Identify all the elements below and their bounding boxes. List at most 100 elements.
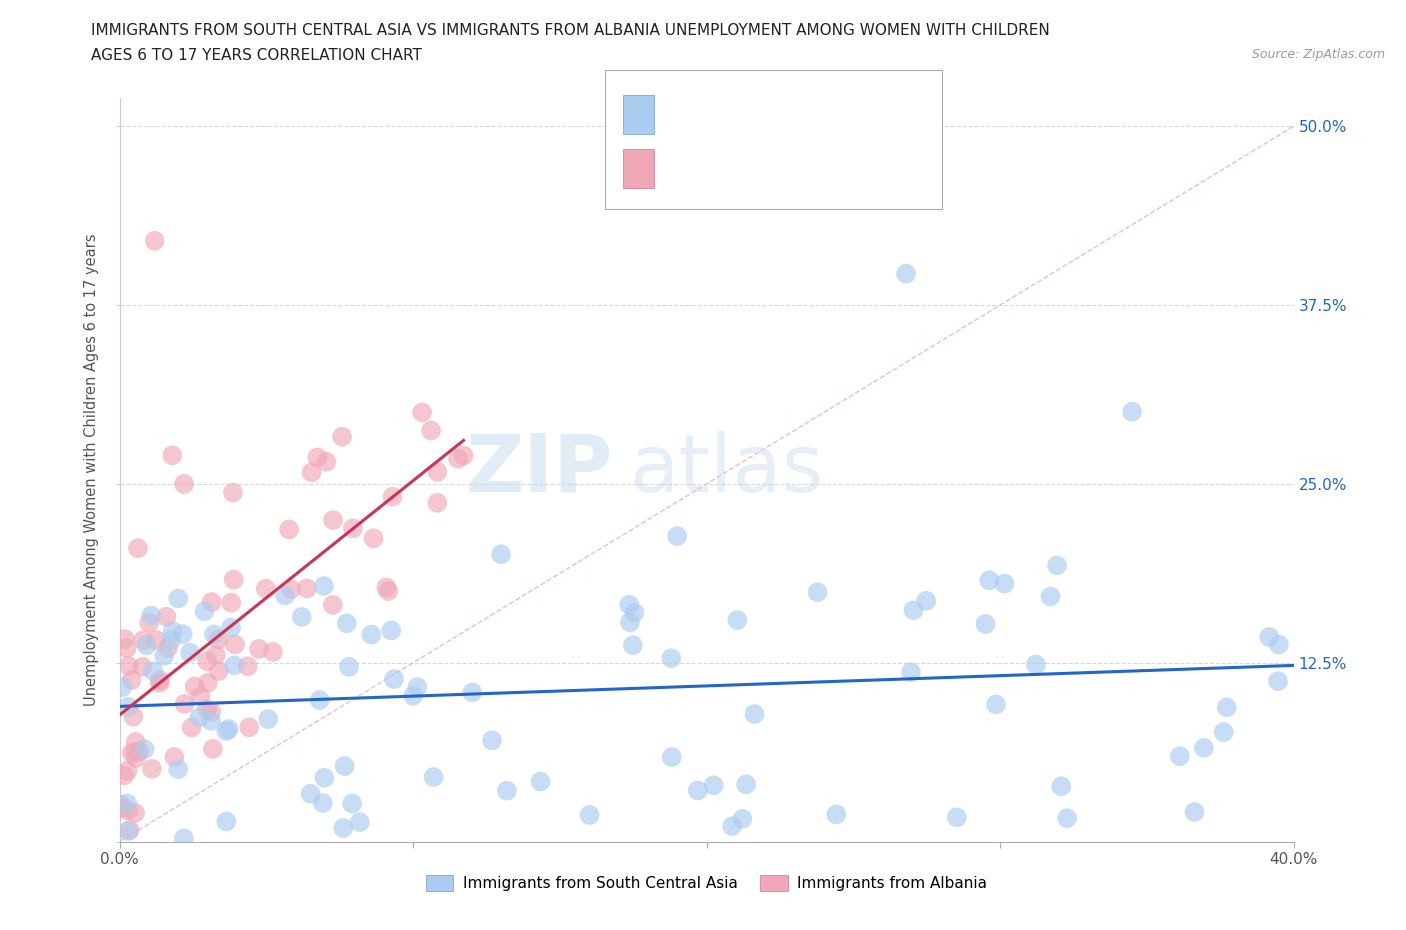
Point [155,609,177,624]
Point [183,679,205,694]
Point [236,658,259,673]
Point [806,585,828,600]
Point [332,820,354,835]
Point [903,603,925,618]
Point [461,684,484,699]
Point [128,744,150,759]
Point [114,631,136,646]
Point [621,638,644,653]
Point [202,627,225,642]
Point [900,665,922,680]
Point [200,713,222,728]
Point [121,672,143,687]
Point [135,638,157,653]
Point [725,613,748,628]
Point [623,605,645,620]
Point [278,522,301,537]
Point [402,688,425,703]
Text: atlas: atlas [630,431,824,509]
Point [360,627,382,642]
Point [1039,589,1062,604]
Point [200,704,222,719]
Point [145,632,167,647]
Point [172,627,194,642]
Point [1168,749,1191,764]
Point [141,762,163,777]
Point [1046,558,1069,573]
Point [201,741,224,756]
Point [363,531,385,546]
Point [218,722,240,737]
Point [173,697,195,711]
Point [124,744,146,759]
Point [426,464,449,479]
Point [659,651,682,666]
Point [201,594,224,609]
Point [375,580,398,595]
Point [163,750,186,764]
Point [131,659,153,674]
Point [299,787,322,802]
Point [188,710,211,724]
Point [380,623,402,638]
Point [208,664,231,679]
Point [984,697,1007,711]
Point [149,672,172,687]
Point [1192,740,1215,755]
Point [157,641,180,656]
Point [190,689,212,704]
Text: 75: 75 [815,159,838,178]
Point [180,720,202,735]
Point [945,810,967,825]
Point [262,644,284,659]
Point [117,804,139,818]
Point [330,430,353,445]
Point [138,615,160,630]
Point [453,448,475,463]
Point [1056,811,1078,826]
Point [322,597,344,612]
Point [1121,405,1143,419]
Point [312,578,335,593]
Point [406,680,429,695]
Point [422,770,444,785]
Point [915,593,938,608]
Text: R =: R = [662,161,696,176]
Text: 110: 110 [815,105,851,124]
Y-axis label: Unemployment Among Women with Children Ages 6 to 17 years: Unemployment Among Women with Children A… [84,233,100,706]
Point [619,597,641,612]
Point [974,617,997,631]
Point [162,448,184,463]
Point [1050,779,1073,794]
Point [117,824,139,839]
Point [337,659,360,674]
Point [529,774,551,789]
Point [207,632,229,647]
Point [342,521,364,536]
Point [132,632,155,647]
Point [377,583,399,598]
Point [121,746,143,761]
Point [686,783,709,798]
Point [666,528,689,543]
Point [222,572,245,587]
Text: N =: N = [778,161,811,176]
Point [735,777,758,791]
Point [224,637,246,652]
Point [173,476,195,491]
Point [274,588,297,603]
Point [382,671,405,686]
Point [117,658,139,673]
Legend: Immigrants from South Central Asia, Immigrants from Albania: Immigrants from South Central Asia, Immi… [420,869,993,897]
Point [117,699,139,714]
Point [291,609,314,624]
Point [167,762,190,777]
Point [447,451,470,466]
Point [731,811,754,826]
Point [993,577,1015,591]
Point [1025,658,1047,672]
Point [111,801,134,816]
Point [238,720,260,735]
Point [153,648,176,663]
Point [336,616,359,631]
